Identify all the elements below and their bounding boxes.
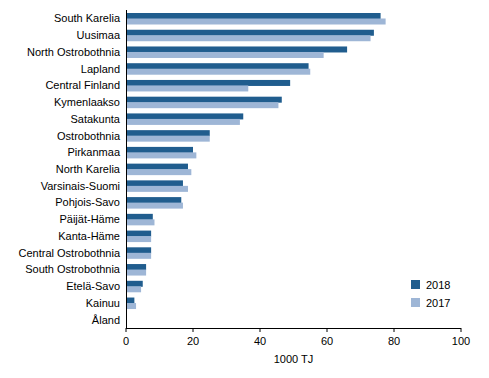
bar [126, 19, 386, 25]
bar [126, 247, 151, 253]
bar [126, 253, 151, 259]
legend-swatch [411, 298, 420, 307]
bar [126, 80, 290, 86]
tick-label: 100 [452, 335, 470, 347]
legend-swatch [411, 280, 420, 289]
bars [126, 13, 386, 326]
category-label: North Karelia [56, 163, 121, 175]
category-label: South Ostrobothnia [25, 263, 121, 275]
category-label: Satakunta [70, 113, 120, 125]
bar [126, 214, 153, 220]
bar [126, 152, 196, 158]
bar [126, 180, 183, 186]
bar [126, 169, 191, 175]
legend-label: 2018 [426, 279, 450, 291]
category-label: North Ostrobothnia [27, 46, 121, 58]
tick-label: 20 [187, 335, 199, 347]
tick [394, 328, 395, 332]
bar [126, 102, 278, 108]
bar [126, 13, 381, 19]
bar [126, 52, 324, 58]
bar [126, 147, 193, 153]
category-label: Kymenlaakso [54, 96, 120, 108]
bar [126, 30, 374, 36]
bar [126, 197, 181, 203]
bar [126, 231, 151, 237]
tick [327, 328, 328, 332]
category-label: Ostrobothnia [57, 130, 121, 142]
category-label: Pohjois-Savo [55, 196, 120, 208]
category-label: Päijät-Häme [59, 213, 120, 225]
bar [126, 281, 143, 287]
bar [126, 298, 134, 304]
bar [126, 119, 240, 125]
category-label: Central Ostrobothnia [19, 247, 121, 259]
category-label: Lapland [81, 63, 120, 75]
bar [126, 264, 146, 270]
category-label: Kanta-Häme [58, 230, 120, 242]
axis-title: 1000 TJ [274, 353, 314, 365]
chart: 0 20 40 60 80 100 South Karelia Uusimaa North Os… [0, 0, 489, 378]
category-label: Kainuu [86, 297, 120, 309]
tick [260, 328, 261, 332]
tick [461, 328, 462, 332]
tick-label: 40 [254, 335, 266, 347]
bar [126, 203, 183, 209]
bar [126, 85, 248, 91]
category-label: Pirkanmaa [67, 146, 120, 158]
category-label: Varsinais-Suomi [41, 180, 120, 192]
tick-label: 0 [123, 335, 129, 347]
category-label: Etelä-Savo [66, 280, 120, 292]
bar [126, 136, 210, 142]
bar [126, 186, 188, 192]
bar [126, 46, 347, 52]
bar [126, 35, 371, 41]
legend-label: 2017 [426, 297, 450, 309]
bar [126, 113, 243, 119]
y-axis [126, 10, 127, 328]
bar [126, 303, 136, 309]
bar [126, 69, 310, 75]
tick-label: 80 [388, 335, 400, 347]
category-label: South Karelia [54, 12, 121, 24]
bar [126, 130, 210, 136]
bar [126, 97, 282, 103]
tick-label: 60 [321, 335, 333, 347]
bar [126, 270, 146, 276]
tick [126, 328, 127, 332]
category-label: Åland [92, 314, 120, 326]
category-label: Central Finland [45, 79, 120, 91]
bar [126, 164, 188, 170]
tick [193, 328, 194, 332]
x-axis [126, 328, 461, 329]
category-label: Uusimaa [77, 29, 121, 41]
bar [126, 286, 141, 292]
bar [126, 63, 309, 69]
bar [126, 219, 154, 225]
bar [126, 236, 151, 242]
